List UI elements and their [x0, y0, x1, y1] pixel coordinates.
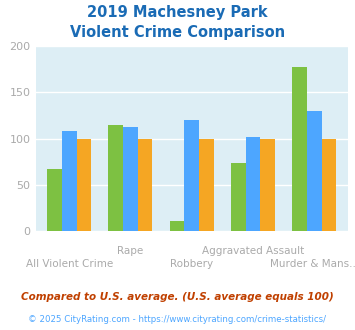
Text: All Violent Crime: All Violent Crime [26, 259, 113, 269]
Text: Rape: Rape [117, 246, 143, 256]
Bar [199, 139, 214, 231]
Bar [322, 139, 336, 231]
Bar [170, 221, 184, 231]
Bar [62, 131, 77, 231]
Bar [292, 67, 307, 231]
Bar [184, 120, 199, 231]
Text: © 2025 CityRating.com - https://www.cityrating.com/crime-statistics/: © 2025 CityRating.com - https://www.city… [28, 315, 327, 324]
Bar [231, 163, 246, 231]
Text: Robbery: Robbery [170, 259, 213, 269]
Bar [108, 125, 123, 231]
Text: Compared to U.S. average. (U.S. average equals 100): Compared to U.S. average. (U.S. average … [21, 292, 334, 302]
Bar [307, 111, 322, 231]
Bar [138, 139, 153, 231]
Text: Violent Crime Comparison: Violent Crime Comparison [70, 25, 285, 40]
Bar [246, 137, 260, 231]
Bar [260, 139, 275, 231]
Text: Aggravated Assault: Aggravated Assault [202, 246, 304, 256]
Bar [47, 169, 62, 231]
Bar [77, 139, 91, 231]
Bar [123, 127, 138, 231]
Text: Murder & Mans...: Murder & Mans... [269, 259, 355, 269]
Text: 2019 Machesney Park: 2019 Machesney Park [87, 5, 268, 20]
